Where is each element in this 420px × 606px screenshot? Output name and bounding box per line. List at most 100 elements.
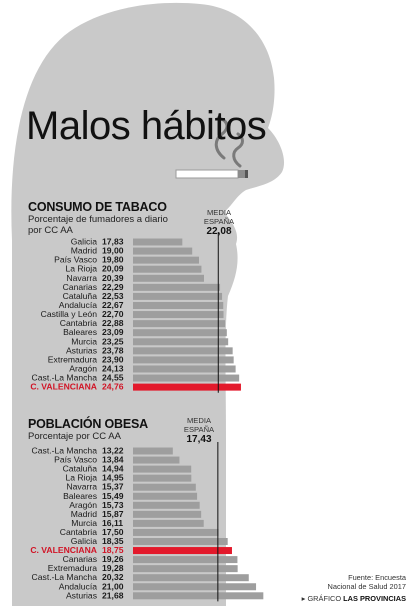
obesidad-value-label: 21,68 — [102, 590, 124, 600]
credit-name: LAS PROVINCIAS — [343, 594, 406, 603]
obesidad-category-label: Canarias — [63, 554, 97, 564]
tabaco-category-label: Murcia — [71, 336, 97, 346]
obesidad-value-label: 15,73 — [102, 500, 124, 510]
tabaco-category-label: Extremadura — [48, 354, 97, 364]
source-note: Fuente: Encuesta Nacional de Salud 2017 — [327, 573, 406, 591]
obesidad-category-label: Murcia — [71, 518, 97, 528]
obesidad-category-label: Extremadura — [48, 563, 97, 573]
obesidad-category-label: Galicia — [71, 536, 97, 546]
tabaco-category-label: Canarias — [63, 282, 97, 292]
obesidad-value-label: 15,87 — [102, 509, 124, 519]
obesidad-value-label: 13,22 — [102, 446, 124, 456]
obesidad-value-label: 15,37 — [102, 482, 124, 492]
obesidad-value-label: 19,26 — [102, 554, 124, 564]
credit-prefix: GRÁFICO — [307, 594, 342, 603]
chart-title-obesidad: POBLACIÓN OBESA — [28, 417, 148, 431]
obesidad-category-label: Madrid — [71, 509, 97, 519]
obesidad-bar — [133, 592, 264, 600]
tabaco-category-label: Cataluña — [63, 291, 98, 301]
tabaco-bar — [133, 247, 193, 255]
obesidad-bar — [133, 547, 232, 555]
tabaco-category-label: Cast.-La Mancha — [32, 373, 98, 383]
tabaco-category-label: Baleares — [63, 327, 97, 337]
obesidad-category-label: C. VALENCIANA — [30, 545, 97, 555]
smoke-icon — [214, 116, 244, 168]
tabaco-value-label: 23,90 — [102, 354, 124, 364]
obesidad-bar — [133, 583, 257, 591]
tabaco-category-label: Galicia — [71, 237, 97, 247]
tabaco-value-label: 24,55 — [102, 373, 124, 383]
obesidad-bar — [133, 510, 202, 518]
tabaco-category-label: Cantabria — [60, 318, 97, 328]
obesidad-category-label: Andalucía — [59, 581, 97, 591]
chart-subtitle-obesidad: Porcentaje por CC AA — [28, 431, 121, 442]
reference-caption-obesidad: MEDIA ESPAÑA — [183, 416, 215, 434]
obesidad-bar — [133, 538, 228, 545]
obesidad-bar — [133, 492, 198, 500]
chart-subtitle-tabaco: Porcentaje de fumadores a diario por CC … — [28, 214, 168, 236]
obesidad-category-label: País Vasco — [54, 455, 97, 465]
credit-bullet: ▸ — [301, 594, 308, 603]
tabaco-value-label: 22,70 — [102, 309, 124, 319]
obesidad-bar — [133, 565, 238, 573]
obesidad-bar — [133, 528, 219, 536]
tabaco-category-label: País Vasco — [54, 255, 97, 265]
tabaco-category-label: C. VALENCIANA — [30, 382, 97, 392]
graphic-credit: ▸ GRÁFICO LAS PROVINCIAS — [302, 594, 406, 603]
obesidad-value-label: 19,28 — [102, 563, 124, 573]
tabaco-bar — [133, 238, 183, 246]
obesidad-category-label: Baleares — [63, 491, 97, 501]
tabaco-value-label: 17,83 — [102, 237, 124, 247]
source-line-1: Fuente: Encuesta — [348, 573, 406, 582]
tabaco-value-label: 23,78 — [102, 345, 124, 355]
obesidad-value-label: 15,49 — [102, 491, 124, 501]
obesidad-category-label: Cantabria — [60, 527, 97, 537]
tabaco-category-label: Andalucía — [59, 300, 97, 310]
tabaco-bar — [133, 338, 229, 346]
obesidad-category-label: Navarra — [66, 482, 97, 492]
obesidad-category-label: La Rioja — [65, 473, 97, 483]
tabaco-value-label: 22,29 — [102, 282, 124, 292]
tabaco-category-label: Navarra — [66, 273, 97, 283]
obesidad-bar — [133, 556, 238, 564]
obesidad-value-label: 13,84 — [102, 455, 124, 465]
tabaco-bar — [133, 374, 240, 382]
obesidad-value-label: 18,35 — [102, 536, 124, 546]
tabaco-category-label: Castilla y León — [41, 309, 98, 319]
obesidad-bar — [133, 456, 180, 464]
tabaco-value-label: 20,39 — [102, 273, 124, 283]
obesidad-bar — [133, 447, 173, 455]
reference-value-tabaco: 22,08 — [206, 226, 232, 237]
reference-label-tabaco: MEDIA ESPAÑA 22,08 — [196, 208, 242, 237]
tabaco-value-label: 20,09 — [102, 264, 124, 274]
tabaco-bar — [133, 329, 227, 337]
tabaco-bar — [133, 256, 199, 264]
tabaco-value-label: 19,00 — [102, 246, 124, 256]
obesidad-category-label: Cast.-La Mancha — [32, 572, 98, 582]
cigarette-icon — [175, 169, 248, 179]
tabaco-value-label: 22,88 — [102, 318, 124, 328]
obesidad-category-label: Cast.-La Mancha — [32, 446, 98, 456]
tabaco-category-label: Madrid — [71, 246, 97, 256]
obesidad-category-label: Cataluña — [63, 464, 98, 474]
tabaco-bar — [133, 274, 204, 282]
tabaco-value-label: 19,80 — [102, 255, 124, 265]
tabaco-bar — [133, 356, 234, 364]
obesidad-value-label: 17,50 — [102, 527, 124, 537]
reference-value-obesidad: 17,43 — [186, 434, 212, 445]
obesidad-bar — [133, 501, 200, 509]
obesidad-value-label: 21,00 — [102, 581, 124, 591]
tabaco-bar — [133, 365, 236, 373]
chart-title-tabaco: CONSUMO DE TABACO — [28, 200, 167, 214]
obesidad-bar — [133, 574, 249, 582]
tabaco-bar — [133, 283, 221, 291]
obesidad-value-label: 16,11 — [102, 518, 123, 528]
obesidad-value-label: 14,95 — [102, 473, 124, 483]
source-line-2: Nacional de Salud 2017 — [327, 581, 406, 591]
tabaco-bar — [133, 265, 202, 273]
obesidad-bar — [133, 465, 192, 473]
obesidad-bar — [133, 519, 204, 527]
